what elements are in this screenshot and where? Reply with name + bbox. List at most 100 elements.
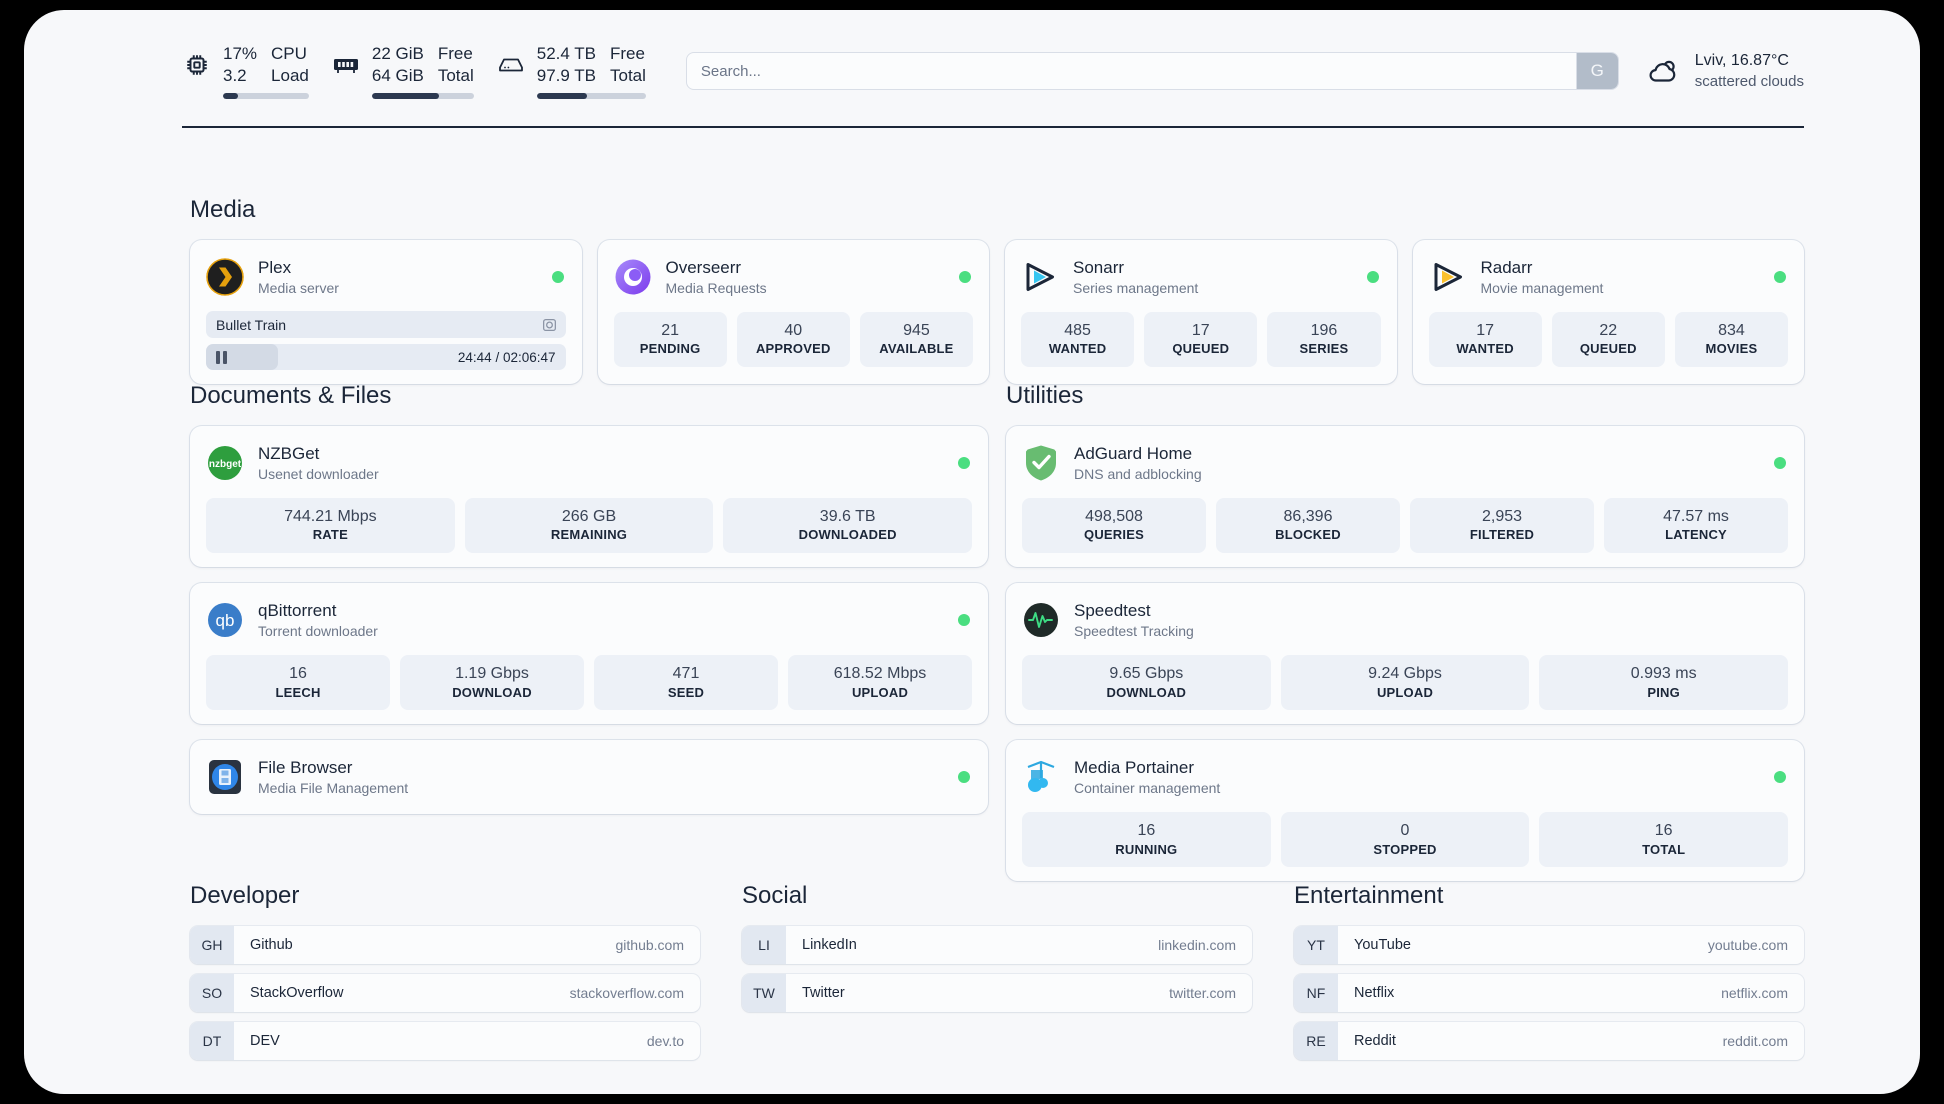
- bookmark-url: github.com: [615, 937, 684, 953]
- tile-value: 39.6 TB: [819, 508, 876, 525]
- cpu-usage-value: 17%: [223, 44, 258, 64]
- bookmark-badge: NF: [1294, 974, 1338, 1012]
- tile-value: 0: [1400, 822, 1410, 840]
- service-card-overseerr[interactable]: Overseerr Media Requests 21 PENDING 40 A…: [597, 240, 989, 384]
- tile-label: UPLOAD: [1376, 684, 1434, 700]
- stat-tile: 17 QUEUED: [1144, 312, 1258, 368]
- bookmark-item-stackoverflow[interactable]: SO StackOverflow stackoverflow.com: [190, 974, 700, 1012]
- service-card-adguard[interactable]: AdGuard Home DNS and adblocking 498,508 …: [1006, 426, 1804, 568]
- bookmark-item-linkedin[interactable]: LI LinkedIn linkedin.com: [742, 926, 1252, 964]
- qbittorrent-stats: 16 LEECH 1.19 Gbps DOWNLOAD 471 SEED 6: [206, 655, 972, 711]
- cpu-label-bottom: Load: [271, 65, 309, 85]
- bookmark-item-dev[interactable]: DT DEV dev.to: [190, 1022, 700, 1060]
- search-engine-button[interactable]: G: [1575, 53, 1618, 89]
- tile-label: UPLOAD: [851, 684, 909, 700]
- tile-label: REMAINING: [550, 527, 628, 543]
- filebrowser-icon: [206, 758, 244, 796]
- speedtest-name: Speedtest: [1074, 600, 1151, 620]
- bookmark-url: dev.to: [646, 1033, 684, 1049]
- bookmark-name: Twitter: [802, 985, 845, 1001]
- tile-label: PING: [1647, 684, 1680, 700]
- bookmark-url: netflix.com: [1721, 985, 1788, 1001]
- search-input[interactable]: [686, 53, 1576, 89]
- ram-usage-bar: [371, 92, 474, 99]
- bookmark-name: StackOverflow: [250, 985, 344, 1001]
- disk-usage-bar: [536, 92, 646, 99]
- service-card-sonarr[interactable]: Sonarr Series management 485 WANTED 17 Q…: [1005, 240, 1397, 384]
- qbittorrent-name: qBittorrent: [258, 600, 337, 620]
- portainer-stats: 16 RUNNING 0 STOPPED 16 TOTAL: [1022, 812, 1789, 868]
- bookmark-url: youtube.com: [1707, 937, 1788, 953]
- sonarr-stats: 485 WANTED 17 QUEUED 196 SERIES: [1021, 312, 1381, 368]
- bookmark-name: Reddit: [1354, 1033, 1396, 1049]
- radarr-icon: [1429, 258, 1467, 296]
- tile-label: BLOCKED: [1275, 527, 1341, 543]
- overseerr-subtitle: Media Requests: [665, 279, 767, 296]
- bookmark-badge: GH: [190, 926, 234, 964]
- portainer-subtitle: Container management: [1074, 780, 1221, 797]
- bookmark-url: reddit.com: [1722, 1033, 1788, 1049]
- filebrowser-name: File Browser: [258, 758, 353, 778]
- adguard-subtitle: DNS and adblocking: [1074, 465, 1202, 482]
- media-section-title: Media: [190, 196, 256, 223]
- disk-label-top: Free: [610, 44, 645, 64]
- bookmark-name: DEV: [250, 1033, 280, 1049]
- service-card-portainer[interactable]: Media Portainer Container management 16 …: [1006, 740, 1804, 882]
- adguard-icon: [1022, 444, 1060, 482]
- filebrowser-subtitle: Media File Management: [258, 780, 409, 797]
- bookmark-item-github[interactable]: GH Github github.com: [190, 926, 700, 964]
- service-card-speedtest[interactable]: Speedtest Speedtest Tracking 9.65 Gbps D…: [1006, 583, 1804, 725]
- service-card-filebrowser[interactable]: File Browser Media File Management: [190, 740, 988, 815]
- tile-value: 485: [1064, 322, 1091, 339]
- disk-stat-group: 52.4 TB 97.9 TB Free Total: [496, 43, 646, 99]
- utilities-section: Utilities AdGuard Home DNS and adblockin…: [1006, 382, 1804, 882]
- tile-value: 17: [1191, 322, 1210, 339]
- bookmark-group-title: Entertainment: [1294, 882, 1444, 909]
- service-card-radarr[interactable]: Radarr Movie management 17 WANTED 22 QUE…: [1412, 240, 1804, 384]
- topbar-divider: [182, 126, 1804, 128]
- svg-text:qb: qb: [216, 611, 235, 630]
- bookmark-url: twitter.com: [1169, 985, 1236, 1001]
- stat-tile: 16 TOTAL: [1539, 812, 1789, 868]
- qbittorrent-icon: qb: [206, 601, 244, 639]
- bookmark-item-youtube[interactable]: YT YouTube youtube.com: [1294, 926, 1804, 964]
- search-box[interactable]: G: [685, 52, 1619, 90]
- stat-tile: 47.57 ms LATENCY: [1604, 498, 1788, 554]
- tile-value: 0.993 ms: [1630, 665, 1697, 683]
- adguard-name: AdGuard Home: [1074, 443, 1193, 463]
- ram-icon: [331, 50, 361, 80]
- weather-widget[interactable]: Lviv, 16.87°C scattered clouds: [1645, 50, 1804, 92]
- bookmark-item-twitter[interactable]: TW Twitter twitter.com: [742, 974, 1252, 1012]
- overseerr-name: Overseerr: [665, 257, 742, 277]
- bookmark-group-developer: Developer GH Github github.com SO StackO…: [190, 882, 700, 1060]
- stat-tile: 16 LEECH: [206, 655, 390, 711]
- stat-tile: 86,396 BLOCKED: [1216, 498, 1400, 554]
- stat-tile: 39.6 TB DOWNLOADED: [723, 498, 973, 554]
- tile-label: DOWNLOAD: [1106, 684, 1187, 700]
- bookmark-group-entertainment: Entertainment YT YouTube youtube.com NF …: [1294, 882, 1804, 1060]
- stat-tile: 16 RUNNING: [1022, 812, 1271, 868]
- tile-value: 196: [1310, 322, 1338, 339]
- ram-label-top: Free: [437, 44, 473, 64]
- tile-value: 266 GB: [561, 508, 617, 525]
- cast-icon[interactable]: [542, 317, 557, 332]
- bookmark-badge: DT: [190, 1022, 234, 1060]
- stat-tile: 618.52 Mbps UPLOAD: [788, 655, 972, 711]
- tile-label: RUNNING: [1115, 841, 1178, 857]
- plex-progress-bar[interactable]: 24:44 / 02:06:47: [206, 344, 566, 370]
- tile-value: 9.24 Gbps: [1368, 665, 1442, 683]
- service-card-nzbget[interactable]: nzbget NZBGet Usenet downloader 744.21 M…: [190, 426, 988, 568]
- bookmark-badge: RE: [1294, 1022, 1338, 1060]
- bookmark-item-reddit[interactable]: RE Reddit reddit.com: [1294, 1022, 1804, 1060]
- service-card-plex[interactable]: Plex Media server Bullet Train: [190, 240, 582, 384]
- plex-subtitle: Media server: [258, 279, 339, 296]
- stat-tile: 498,508 QUERIES: [1022, 498, 1206, 554]
- tile-label: APPROVED: [755, 341, 831, 357]
- pause-icon[interactable]: [216, 350, 227, 364]
- tile-label: MOVIES: [1705, 341, 1758, 357]
- service-card-qbittorrent[interactable]: qb qBittorrent Torrent downloader 16 LEE…: [190, 583, 988, 725]
- bookmark-item-netflix[interactable]: NF Netflix netflix.com: [1294, 974, 1804, 1012]
- top-bar: 17% 3.2 CPU Load: [182, 38, 1804, 104]
- bookmark-badge: TW: [742, 974, 786, 1012]
- tile-label: SERIES: [1299, 341, 1349, 357]
